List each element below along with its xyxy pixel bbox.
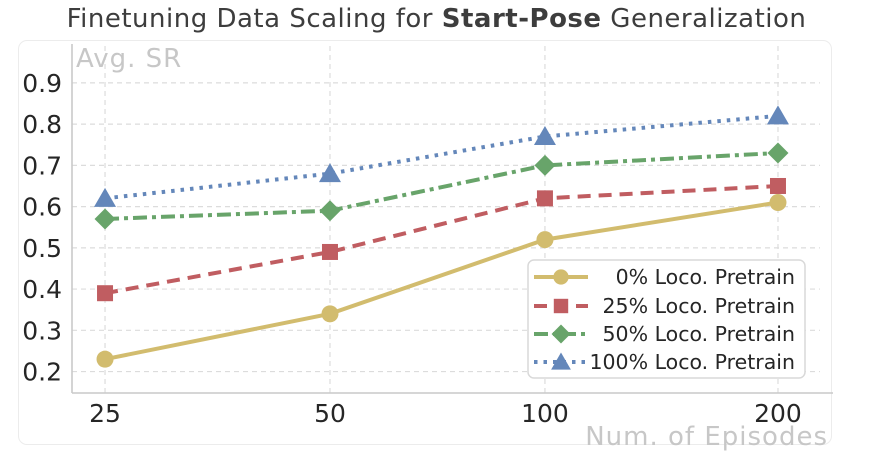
data-point-marker [769,177,786,194]
data-point-marker [97,285,114,302]
legend-label: 50% Loco. Pretrain [603,322,795,346]
data-point-marker [96,350,114,368]
y-tick-label: 0.5 [22,234,62,263]
legend-label: 25% Loco. Pretrain [603,294,795,318]
x-tick-label: 25 [89,399,121,428]
legend-label: 0% Loco. Pretrain [616,265,795,289]
y-tick-label: 0.3 [22,316,62,345]
data-point-marker [318,163,341,183]
data-point-marker [321,243,338,260]
data-point-marker [94,187,117,207]
legend-label: 100% Loco. Pretrain [589,350,795,374]
data-point-marker [766,105,789,125]
plot-frame [18,40,832,445]
series-line-2 [104,150,779,221]
series-line-0 [104,200,779,362]
data-point-marker [533,125,556,145]
y-tick-label: 0.6 [22,193,62,222]
chart-title-bold: Start-Pose [441,4,602,34]
data-point-marker [536,231,554,249]
y-tick-label: 0.7 [22,151,62,180]
legend-marker [551,324,571,344]
data-point-marker [321,305,339,323]
x-tick-label: 50 [314,399,346,428]
legend-marker [553,298,569,314]
data-point-marker [534,154,556,176]
y-tick-label: 0.4 [22,275,62,304]
series-line-1 [104,183,779,296]
data-point-marker [94,208,116,230]
x-axis-label: Num. of Episodes [585,422,828,452]
x-tick-label: 100 [521,399,569,428]
y-tick-label: 0.8 [22,110,62,139]
chart-title-prefix: Finetuning Data Scaling for [66,4,442,34]
legend-marker [551,352,571,370]
data-point-marker [319,200,341,222]
y-tick-label: 0.2 [22,358,62,387]
data-point-marker [767,142,789,164]
chart-title-suffix: Generalization [601,4,807,34]
y-axis-label: Avg. SR [76,44,182,74]
chart-title: Finetuning Data Scaling for Start-Pose G… [0,4,873,34]
legend-box [527,259,806,379]
data-point-marker [769,193,787,211]
series-line-3 [104,113,779,201]
x-tick-label: 200 [754,399,802,428]
data-point-marker [536,190,553,207]
y-tick-label: 0.9 [22,69,62,98]
legend-marker [553,269,569,285]
